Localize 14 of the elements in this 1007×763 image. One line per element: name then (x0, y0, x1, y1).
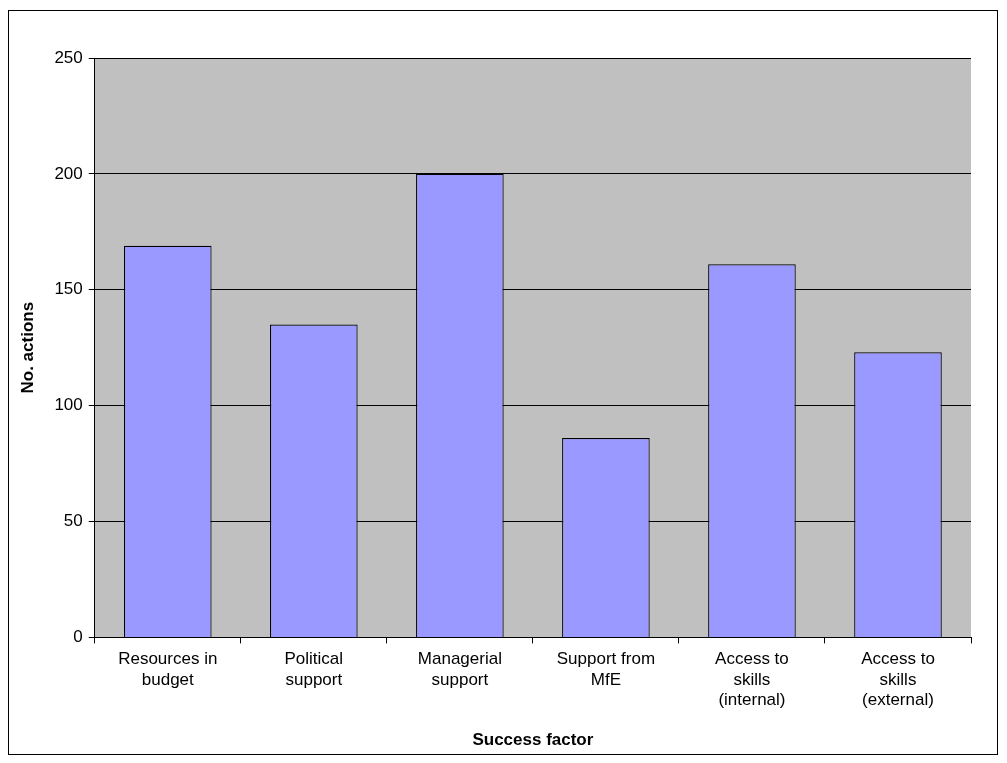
x-tick-label: Access to skills (internal) (715, 649, 789, 710)
x-tick-label: Support from MfE (556, 649, 656, 689)
x-axis-title: Success factor (472, 730, 594, 750)
x-tick-label: Political support (284, 649, 344, 689)
y-tick-label: 0 (73, 627, 83, 647)
y-tick-label: 200 (54, 163, 83, 183)
y-tick-label: 250 (54, 47, 83, 67)
y-tick-label: 50 (63, 511, 83, 531)
y-tick-label: 100 (54, 395, 83, 415)
x-tick-label: Access to skills (external) (861, 649, 935, 710)
y-tick-label: 150 (54, 279, 83, 299)
x-tick-label: Managerial support (417, 649, 502, 689)
x-tick-label: Resources in budget (118, 649, 218, 689)
y-axis-title: No. actions (17, 301, 37, 394)
